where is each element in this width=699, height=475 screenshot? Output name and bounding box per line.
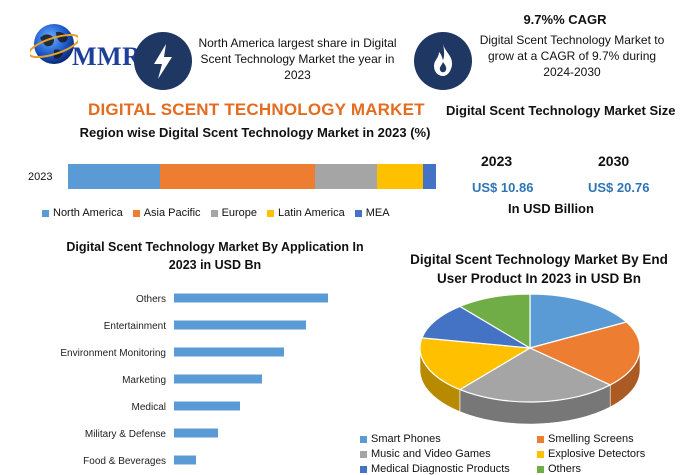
application-label-military-and-defense: Military & Defense <box>85 429 167 440</box>
application-bar-chart: Others Entertainment Environment Monitorin… <box>60 293 328 467</box>
legend-swatch <box>210 209 218 217</box>
globe-icon <box>30 24 78 64</box>
market-size-value-2023: US$ 10.86 <box>472 180 534 195</box>
legend-swatch <box>360 450 367 458</box>
legend-swatch <box>42 209 49 217</box>
end-user-pie-chart <box>419 293 641 425</box>
region-share-note: North America largest share in Digital S… <box>198 36 397 82</box>
legend-label: Europe <box>221 207 258 219</box>
legend-label: North America <box>53 207 123 219</box>
pie-legend-smelling-screens: Smelling Screens <box>537 433 634 445</box>
legend-label: Music and Video Games <box>371 448 491 460</box>
legend-label: Explosive Detectors <box>548 448 646 460</box>
legend-swatch <box>132 209 140 217</box>
legend-swatch <box>537 435 544 443</box>
pie-legend-medical-diagnostic-products: Medical Diagnostic Products <box>360 463 510 475</box>
pie-legend-others: Others <box>537 463 581 475</box>
application-label-entertainment: Entertainment <box>104 321 166 332</box>
region-chart-title: Region wise Digital Scent Technology Mar… <box>79 125 431 140</box>
legend-label: Smart Phones <box>371 433 441 445</box>
region-segment-asia-pacific <box>160 164 315 189</box>
pie-slice-others <box>458 293 531 350</box>
pie-slice-music-and-video-games <box>458 347 612 403</box>
logo-text: MMR <box>72 42 142 71</box>
pie-slice-medical-diagnostic-products <box>421 305 531 349</box>
market-size-year-2030: 2030 <box>598 153 630 169</box>
application-chart-title: Digital Scent Technology Market By Appli… <box>66 240 364 272</box>
legend-label: Others <box>548 463 582 475</box>
application-bar-marketing <box>174 374 262 384</box>
region-legend-mea: MEA <box>354 207 390 219</box>
pie-legend-music-and-video-games: Music and Video Games <box>360 448 491 460</box>
legend-swatch <box>537 465 544 473</box>
pie-slice-explosive-detectors <box>419 337 532 391</box>
brand-logo: MMR <box>30 18 141 82</box>
application-bar-military-and-defense <box>174 428 218 438</box>
market-title: DIGITAL SCENT TECHNOLOGY MARKET <box>88 100 425 119</box>
pie-slice-smelling-screens <box>528 321 641 386</box>
legend-label: Smelling Screens <box>548 433 634 445</box>
region-segment-mea <box>423 164 436 189</box>
application-label-others: Others <box>136 294 166 305</box>
region-stacked-bar <box>68 164 436 189</box>
pie-slice-smart-phones <box>529 293 628 349</box>
region-legend-asia-pacific: Asia Pacific <box>132 207 201 219</box>
market-size-year-2023: 2023 <box>481 153 513 169</box>
end-user-chart-title: Digital Scent Technology Market By End U… <box>410 252 668 286</box>
application-label-marketing: Marketing <box>122 375 166 386</box>
region-segment-north-america <box>68 164 160 189</box>
legend-label: MEA <box>365 207 390 219</box>
region-chart-category-label: 2023 <box>28 171 53 183</box>
legend-swatch <box>360 435 367 443</box>
legend-label: Asia Pacific <box>143 207 201 219</box>
legend-swatch <box>354 209 362 217</box>
application-bar-environment-monitoring <box>174 347 284 357</box>
market-size-unit: In USD Billion <box>508 201 594 216</box>
pie-legend-explosive-detectors: Explosive Detectors <box>537 448 645 460</box>
region-legend-europe: Europe <box>210 207 258 219</box>
region-legend-latin-america: Latin America <box>267 207 345 219</box>
region-segment-europe <box>314 164 378 189</box>
application-label-food-and-beverages: Food & Beverages <box>83 456 166 467</box>
legend-label: Medical Diagnostic Products <box>371 463 510 475</box>
region-legend: North America Asia Pacific Europe Latin Ame… <box>42 207 390 219</box>
application-label-medical: Medical <box>132 402 166 413</box>
application-label-environment-monitoring: Environment Monitoring <box>60 348 166 359</box>
legend-swatch <box>537 450 544 458</box>
region-legend-north-america: North America <box>42 207 123 219</box>
lightning-bolt-icon <box>134 32 192 90</box>
cagr-title: 9.7%% CAGR <box>523 12 607 27</box>
market-size-title: Digital Scent Technology Market Size <box>446 103 676 118</box>
region-segment-latin-america <box>377 164 424 189</box>
application-bar-others <box>174 293 328 303</box>
application-bar-entertainment <box>174 320 306 330</box>
cagr-note: Digital Scent Technology Market to grow … <box>479 33 665 79</box>
pie-legend-smart-phones: Smart Phones <box>360 433 441 445</box>
legend-swatch <box>360 465 367 473</box>
legend-swatch <box>267 209 275 217</box>
application-bar-medical <box>174 401 240 411</box>
legend-label: Latin America <box>278 207 345 219</box>
market-size-value-2030: US$ 20.76 <box>588 180 650 195</box>
flame-icon <box>414 32 472 90</box>
application-bar-food-and-beverages <box>174 455 196 465</box>
